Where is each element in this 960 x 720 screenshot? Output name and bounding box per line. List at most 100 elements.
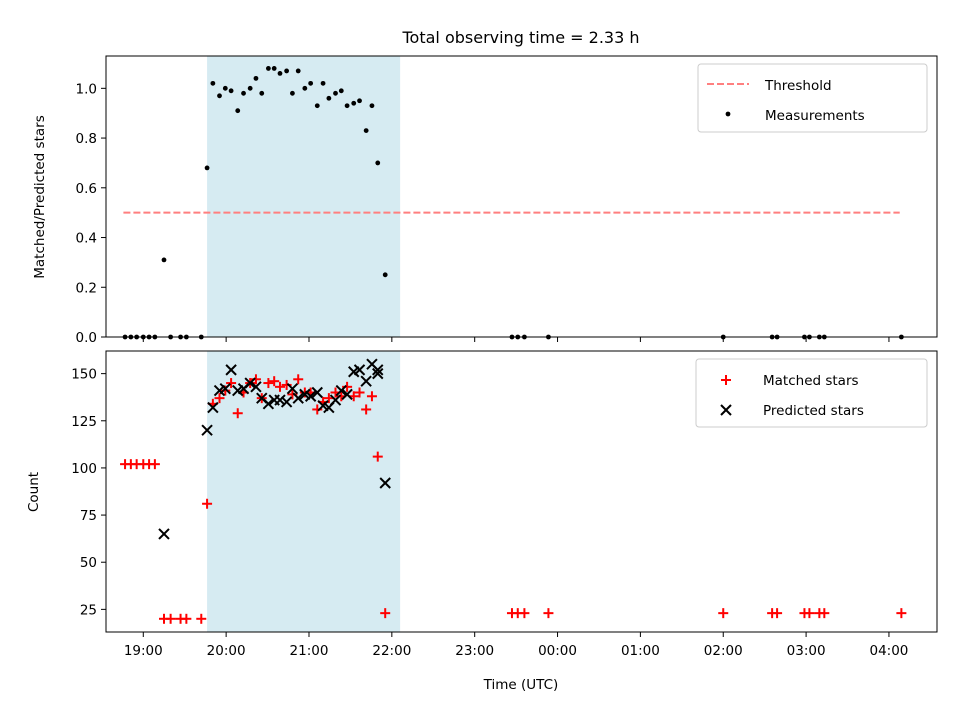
- bottom-y-tick-label: 25: [80, 602, 97, 618]
- top-observing-interval: [207, 56, 401, 337]
- bottom-panel-legend: Matched stars Predicted stars: [695, 358, 928, 428]
- x-tick-label: 23:00: [455, 643, 494, 659]
- chart-title: Total observing time = 2.33 h: [401, 28, 639, 47]
- matched-stars-point: [220, 385, 231, 396]
- top-y-tick-label: 0.2: [76, 280, 97, 296]
- predicted-stars-point: [360, 375, 372, 387]
- measurement-point: [333, 90, 338, 96]
- matched-stars-point: [214, 393, 225, 404]
- matched-legend-label: Matched stars: [763, 373, 859, 389]
- predicted-stars-point: [225, 364, 237, 376]
- predicted-stars-point: [379, 477, 391, 489]
- measurements-legend-swatch: [725, 111, 731, 117]
- predicted-stars-point: [250, 381, 262, 393]
- matched-stars-point: [269, 376, 280, 387]
- threshold-legend-label: Threshold: [764, 78, 832, 94]
- predicted-stars-point: [219, 383, 232, 395]
- x-tick-label: 03:00: [787, 643, 826, 659]
- predicted-stars-point: [372, 367, 384, 380]
- matched-stars-point: [543, 608, 554, 619]
- measurement-point: [382, 272, 388, 278]
- matched-stars-point: [372, 451, 383, 462]
- matched-legend-swatch: [721, 375, 731, 385]
- x-tick-label: 02:00: [704, 643, 743, 659]
- measurement-point: [357, 98, 362, 104]
- matched-stars-point: [896, 608, 907, 619]
- top-legend-frame: [697, 63, 928, 133]
- measurement-point: [222, 85, 228, 91]
- predicted-stars-point: [311, 386, 323, 399]
- predicted-stars-point: [158, 528, 170, 540]
- predicted-stars-point: [353, 364, 366, 376]
- measurements-legend-label: Measurements: [765, 108, 865, 124]
- measurement-point: [302, 85, 308, 91]
- matched-stars-point: [519, 608, 530, 619]
- measurement-point: [290, 90, 295, 96]
- x-tick-label: 22:00: [372, 643, 411, 659]
- measurement-point: [241, 90, 246, 96]
- matched-stars-point: [380, 608, 391, 619]
- matched-stars-point: [196, 613, 207, 624]
- x-tick-label: 19:00: [124, 643, 163, 659]
- bottom-y-tick-label: 100: [71, 461, 97, 477]
- bottom-panel-ylabel: Count: [26, 472, 42, 512]
- x-tick-label: 04:00: [869, 643, 908, 659]
- top-panel-frame: [105, 55, 938, 338]
- measurement-point: [284, 68, 290, 74]
- x-tick-label: 01:00: [621, 643, 660, 659]
- top-panel-legend: Threshold Measurements: [697, 63, 928, 133]
- measurement-point: [338, 88, 344, 94]
- top-y-tick-label: 1.0: [76, 81, 97, 97]
- matched-stars-point: [165, 613, 176, 624]
- measurement-point: [326, 95, 332, 101]
- measurement-point: [308, 80, 314, 86]
- bottom-y-tick-label: 75: [80, 508, 97, 524]
- measurement-point: [314, 103, 320, 109]
- top-y-tick-label: 0.6: [76, 181, 97, 197]
- bottom-y-tick-label: 125: [71, 414, 97, 430]
- bottom-panel: 19:00 20:00 21:00 22:00 23:00 00:00 01:00 02:00…: [26, 350, 938, 693]
- predicted-stars-point: [372, 364, 384, 376]
- measurement-point: [295, 68, 301, 74]
- measurement-point: [161, 257, 167, 263]
- predicted-stars-point: [304, 390, 317, 402]
- measurement-point: [228, 88, 234, 94]
- bottom-legend-frame: [695, 358, 928, 428]
- measurement-point: [271, 66, 277, 71]
- matched-stars-point: [181, 613, 192, 624]
- matched-stars-point: [772, 608, 783, 619]
- measurement-point: [344, 103, 350, 109]
- predicted-stars-point: [286, 383, 299, 395]
- predicted-legend-swatch: [720, 404, 732, 416]
- predicted-stars-point: [335, 384, 348, 397]
- x-axis-label: Time (UTC): [483, 677, 559, 693]
- top-panel-ylabel: Matched/Predicted stars: [32, 115, 48, 278]
- matched-stars-point: [274, 381, 285, 392]
- matched-stars-point: [718, 608, 729, 619]
- x-tick-label: 21:00: [290, 643, 329, 659]
- matched-stars-point: [366, 391, 377, 402]
- measurement-point: [217, 93, 222, 99]
- x-tick-label: 20:00: [207, 643, 246, 659]
- measurement-point: [363, 128, 369, 134]
- matched-stars-point: [293, 374, 304, 385]
- measurement-point: [247, 85, 253, 91]
- bottom-observing-interval: [207, 351, 401, 632]
- predicted-stars-point: [201, 424, 213, 436]
- matched-stars-point: [361, 404, 372, 415]
- x-tick-label: 00:00: [538, 643, 577, 659]
- matched-stars-point: [354, 387, 365, 398]
- measurement-point: [320, 80, 326, 86]
- matched-stars-point: [226, 378, 237, 389]
- matched-stars-point: [263, 378, 274, 389]
- predicted-stars-point: [244, 377, 256, 389]
- top-panel: 0.0 0.2 0.4 0.6 0.8 1.0 Matched/Predicted sta…: [32, 55, 938, 346]
- measurement-point: [204, 165, 210, 171]
- bottom-panel-frame: [105, 350, 938, 633]
- measurement-point: [210, 80, 216, 86]
- matched-stars-point: [804, 608, 815, 619]
- measurement-point: [235, 108, 241, 114]
- matched-stars-point: [149, 459, 160, 470]
- matched-stars-point: [232, 408, 243, 419]
